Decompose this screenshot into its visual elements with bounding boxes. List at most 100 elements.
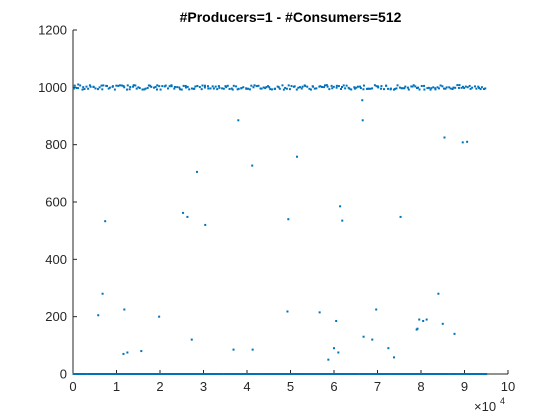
data-point: [141, 88, 144, 91]
data-point: [77, 87, 80, 90]
data-point: [432, 86, 435, 89]
data-point: [427, 86, 430, 89]
data-point: [267, 373, 270, 375]
data-point: [356, 373, 359, 375]
data-point: [88, 84, 91, 87]
data-point: [278, 87, 281, 90]
data-point: [274, 87, 277, 90]
data-point: [326, 85, 329, 88]
data-point: [158, 373, 161, 375]
data-point: [354, 373, 357, 375]
data-point: [434, 87, 437, 90]
data-point: [398, 373, 401, 375]
data-point: [173, 85, 176, 88]
data-point: [306, 85, 309, 88]
data-point: [442, 87, 445, 90]
data-point: [482, 88, 485, 91]
data-point: [413, 373, 416, 375]
data-point: [232, 84, 235, 87]
data-point: [371, 87, 374, 90]
data-point: [473, 373, 476, 375]
y-tick-label: 800: [45, 137, 67, 152]
data-point: [139, 373, 142, 375]
data-point: [72, 87, 75, 90]
data-point: [176, 373, 179, 375]
data-point: [375, 308, 378, 311]
data-point: [204, 223, 207, 226]
data-point: [177, 373, 180, 375]
data-point: [100, 373, 103, 375]
data-point: [184, 84, 187, 87]
data-point: [360, 373, 363, 375]
data-point: [332, 85, 335, 88]
data-point: [353, 86, 356, 89]
data-point: [210, 373, 213, 375]
data-point: [389, 87, 392, 90]
data-point: [428, 373, 431, 375]
data-point: [474, 373, 477, 375]
data-point: [251, 348, 254, 351]
data-point: [73, 373, 76, 375]
data-point: [387, 347, 390, 350]
data-point: [253, 84, 256, 87]
data-point: [262, 373, 265, 375]
data-point: [138, 87, 141, 90]
data-point: [168, 85, 171, 88]
data-point: [211, 85, 214, 88]
data-point: [302, 373, 305, 375]
data-point: [122, 85, 125, 88]
data-point: [406, 373, 409, 375]
x-tick-label: 1: [113, 379, 120, 394]
data-point: [466, 86, 469, 89]
data-point: [441, 373, 444, 375]
data-point: [194, 85, 197, 88]
data-point: [149, 84, 152, 87]
data-point: [281, 84, 284, 87]
data-point: [415, 87, 418, 90]
data-point: [113, 373, 116, 375]
data-point: [96, 373, 99, 375]
data-point: [222, 87, 225, 90]
data-point: [180, 373, 183, 375]
data-point: [120, 373, 123, 375]
data-point: [197, 373, 200, 375]
x-axis-exponent-power: 4: [500, 396, 505, 406]
data-point: [226, 84, 229, 87]
data-point: [259, 87, 262, 90]
data-point: [190, 87, 193, 90]
data-point: [371, 338, 374, 341]
x-tick-label: 4: [243, 379, 250, 394]
data-point: [137, 86, 140, 89]
data-point: [463, 87, 466, 90]
data-point: [264, 373, 267, 375]
data-point: [257, 84, 260, 87]
data-point: [297, 373, 300, 375]
data-point: [307, 373, 310, 375]
data-point: [471, 373, 474, 375]
data-point: [203, 86, 206, 89]
data-point: [423, 84, 426, 87]
data-point: [296, 155, 299, 158]
data-point: [262, 86, 265, 89]
data-point: [213, 373, 216, 375]
data-point: [140, 373, 143, 375]
data-point: [180, 88, 183, 91]
data-point: [373, 84, 376, 87]
data-point: [126, 351, 129, 354]
data-point: [301, 373, 304, 375]
data-point: [398, 86, 401, 89]
data-point: [349, 373, 352, 375]
data-point: [123, 86, 126, 89]
data-point: [189, 373, 192, 375]
data-point: [347, 373, 350, 375]
data-point: [315, 87, 318, 90]
data-point: [267, 85, 270, 88]
data-point: [334, 373, 337, 375]
data-point: [423, 373, 426, 375]
data-point: [300, 373, 303, 375]
data-point: [290, 85, 293, 88]
data-point: [184, 86, 187, 89]
data-point: [478, 86, 481, 89]
data-point: [223, 373, 226, 375]
